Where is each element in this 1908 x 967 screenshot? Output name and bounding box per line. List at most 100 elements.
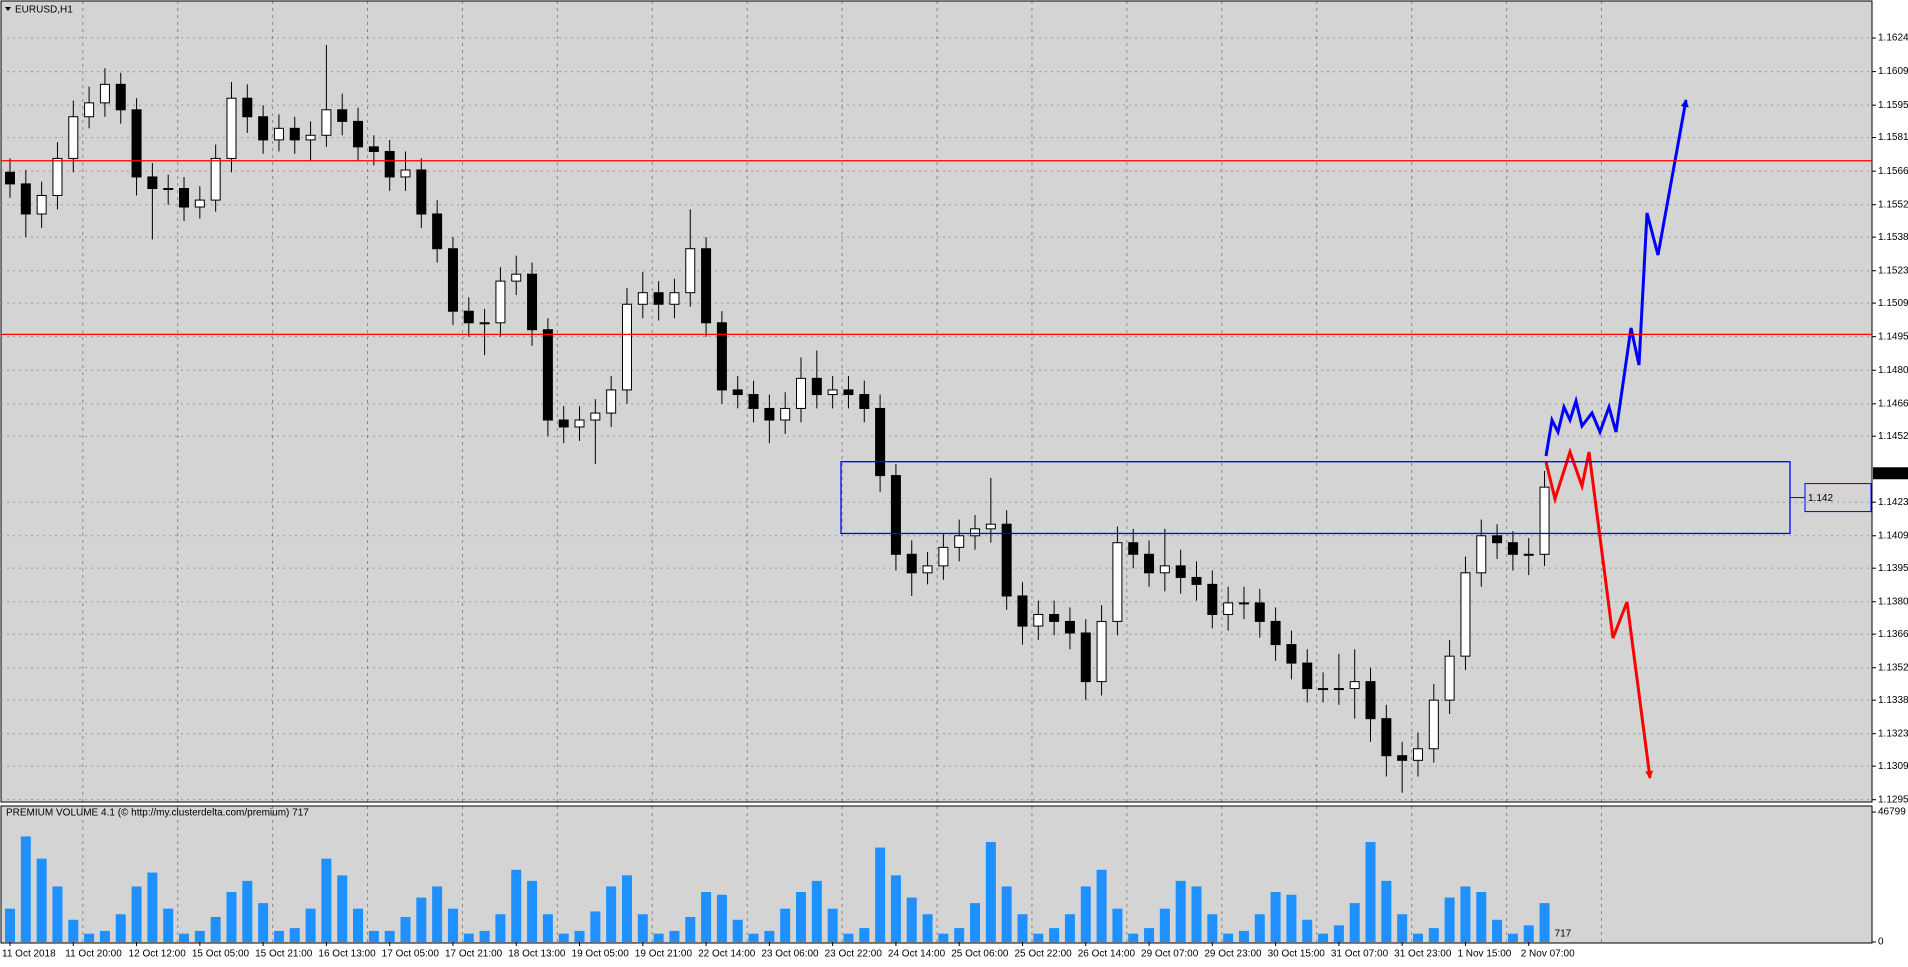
volume-bar <box>495 914 506 942</box>
volume-bar <box>796 891 806 942</box>
x-tick-label: 25 Oct 06:00 <box>951 949 1009 960</box>
volume-bar <box>1397 914 1408 942</box>
y-tick-label: 1.13095 <box>1878 761 1908 772</box>
y-tick-label: 1.14090 <box>1878 530 1908 541</box>
x-tick-label: 30 Oct 15:00 <box>1268 949 1326 960</box>
volume-bar <box>1286 894 1297 942</box>
candle-body <box>716 322 727 391</box>
y-tick-label: 1.13665 <box>1878 629 1908 640</box>
volume-bar <box>669 930 680 942</box>
candle-body <box>84 102 95 118</box>
candle-body <box>242 97 253 118</box>
candle-body <box>637 292 648 305</box>
y-tick-label: 1.13805 <box>1878 596 1908 607</box>
volume-bar <box>938 933 949 942</box>
volume-bar <box>305 908 316 942</box>
candle-body <box>970 528 981 537</box>
candle-body <box>210 157 221 201</box>
candle-body <box>1460 572 1471 657</box>
candle-body <box>653 292 664 305</box>
candle-body <box>194 199 205 208</box>
volume-bar <box>384 930 395 942</box>
y-tick-label: 1.16095 <box>1878 66 1908 77</box>
x-tick-label: 29 Oct 07:00 <box>1141 949 1199 960</box>
candle-body <box>1507 542 1518 555</box>
x-tick-label: 22 Oct 14:00 <box>698 949 756 960</box>
volume-bar <box>1001 886 1012 942</box>
candle-body <box>68 116 79 159</box>
candle-body <box>1412 748 1423 761</box>
volume-bar <box>1476 891 1487 942</box>
candle-body <box>859 394 870 409</box>
candle-body <box>1049 613 1060 622</box>
volume-bar <box>179 933 190 942</box>
y-tick-label: 1.14520 <box>1878 431 1908 442</box>
candle-body <box>1080 632 1091 683</box>
candle-body <box>289 127 300 141</box>
volume-bar <box>1349 903 1360 942</box>
candle-body <box>685 248 696 294</box>
candle-body <box>922 565 933 574</box>
candle-body <box>811 377 822 396</box>
x-tick-label: 26 Oct 14:00 <box>1078 949 1136 960</box>
volume-bar <box>732 919 743 942</box>
volume-bar <box>1428 928 1439 942</box>
volume-bar <box>447 908 458 942</box>
candle-body <box>669 292 680 305</box>
y-tick-label: 1.15380 <box>1878 232 1908 243</box>
volume-bar <box>273 930 284 942</box>
candle-body <box>1428 699 1439 750</box>
candle-body <box>179 188 190 208</box>
candle-body <box>1444 655 1455 701</box>
candle-body <box>1159 565 1170 574</box>
volume-bar <box>954 928 965 942</box>
volume-bar <box>1017 914 1028 942</box>
volume-bar <box>163 908 174 942</box>
y-tick-label: 1.13950 <box>1878 563 1908 574</box>
menu-triangle <box>5 7 11 11</box>
candle-body <box>463 310 474 324</box>
volume-bar <box>701 891 712 942</box>
volume-bar <box>1302 919 1313 942</box>
volume-bar <box>1507 933 1518 942</box>
x-tick-label: 2 Nov 07:00 <box>1521 949 1575 960</box>
volume-bar <box>1207 914 1218 942</box>
candle-body <box>1017 595 1028 627</box>
candle-body <box>1128 542 1139 555</box>
y-tick-label: 1.15095 <box>1878 298 1908 309</box>
volume-bar <box>1365 841 1376 942</box>
candle-body <box>1365 681 1376 720</box>
volume-bar <box>1033 933 1044 942</box>
volume-bar <box>1191 886 1202 942</box>
volume-bar <box>463 933 474 942</box>
volume-bar <box>716 894 727 942</box>
candle-body <box>1223 602 1234 615</box>
volume-bar <box>558 933 569 942</box>
x-tick-label: 25 Oct 22:00 <box>1014 949 1072 960</box>
candle-body <box>147 176 158 190</box>
x-tick-label: 23 Oct 06:00 <box>761 949 819 960</box>
y-tick-label: 1.14660 <box>1878 398 1908 409</box>
x-tick-label: 15 Oct 21:00 <box>255 949 313 960</box>
volume-bar <box>147 872 158 942</box>
candle-body <box>748 394 759 409</box>
candle-body <box>511 273 522 282</box>
x-tick-label: 29 Oct 23:00 <box>1204 949 1262 960</box>
volume-bar <box>242 880 253 942</box>
volume-bar <box>511 869 522 942</box>
volume-bar <box>875 847 886 942</box>
bearish-scenario-arrow <box>1544 447 1654 779</box>
candle-body <box>353 120 364 148</box>
candle-body <box>495 280 506 324</box>
volume-pane <box>0 805 1873 944</box>
candle-body <box>1318 688 1329 691</box>
x-tick-label: 18 Oct 13:00 <box>508 949 566 960</box>
y-tick-label: 1.13235 <box>1878 728 1908 739</box>
candle-body <box>1175 565 1186 578</box>
candle-body <box>796 377 806 409</box>
candle-body <box>621 303 632 391</box>
candle-body <box>1397 755 1408 761</box>
candle-body <box>321 109 332 136</box>
candle-body <box>1286 644 1297 664</box>
